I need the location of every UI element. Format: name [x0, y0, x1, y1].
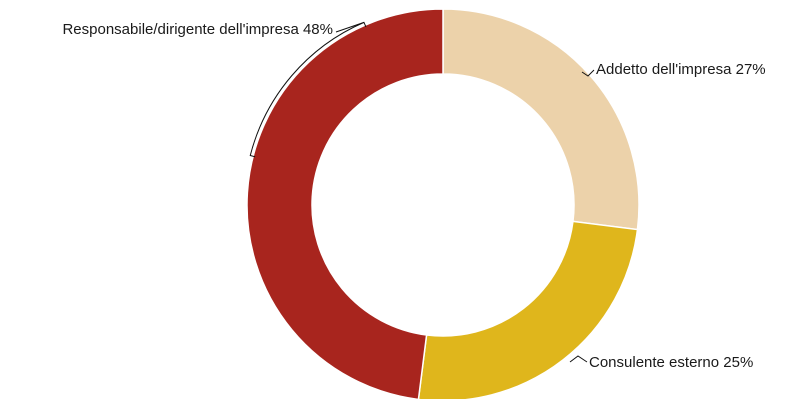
leader-responsabile-tick: [335, 21, 365, 33]
slice-addetto: [442, 8, 640, 231]
leader-addetto: [581, 69, 595, 77]
slice-responsabile: [246, 8, 444, 399]
label-addetto: Addetto dell'impresa 27%: [596, 61, 766, 78]
label-consulente: Consulente esterno 25%: [589, 354, 753, 371]
slice-consulente: [417, 220, 639, 399]
label-leaders: [249, 21, 595, 363]
label-responsabile: Responsabile/dirigente dell'impresa 48%: [62, 21, 333, 38]
leader-consulente: [569, 355, 588, 363]
leader-responsabile: [249, 21, 367, 158]
donut-slices: [246, 8, 640, 399]
